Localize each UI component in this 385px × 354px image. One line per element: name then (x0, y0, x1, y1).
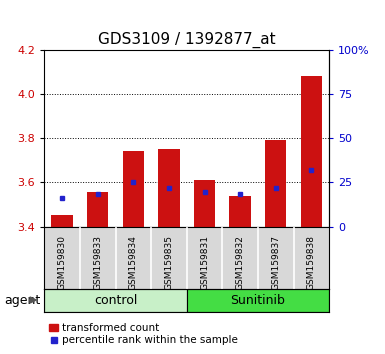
Text: Sunitinib: Sunitinib (231, 293, 285, 307)
Bar (87, 192, 109, 227)
Bar (122, 152, 144, 227)
Legend: transformed count, percentile rank within the sample: transformed count, percentile rank withi… (50, 323, 238, 345)
Text: GDS3109 / 1392877_at: GDS3109 / 1392877_at (98, 32, 276, 48)
Bar (301, 76, 322, 227)
Bar (51, 216, 73, 227)
Bar (194, 180, 215, 227)
Text: control: control (94, 293, 137, 307)
Bar (44, 289, 187, 312)
Bar (187, 289, 329, 312)
Bar (229, 196, 251, 227)
Bar (265, 140, 286, 227)
Text: agent: agent (4, 293, 40, 307)
Bar (158, 149, 179, 227)
